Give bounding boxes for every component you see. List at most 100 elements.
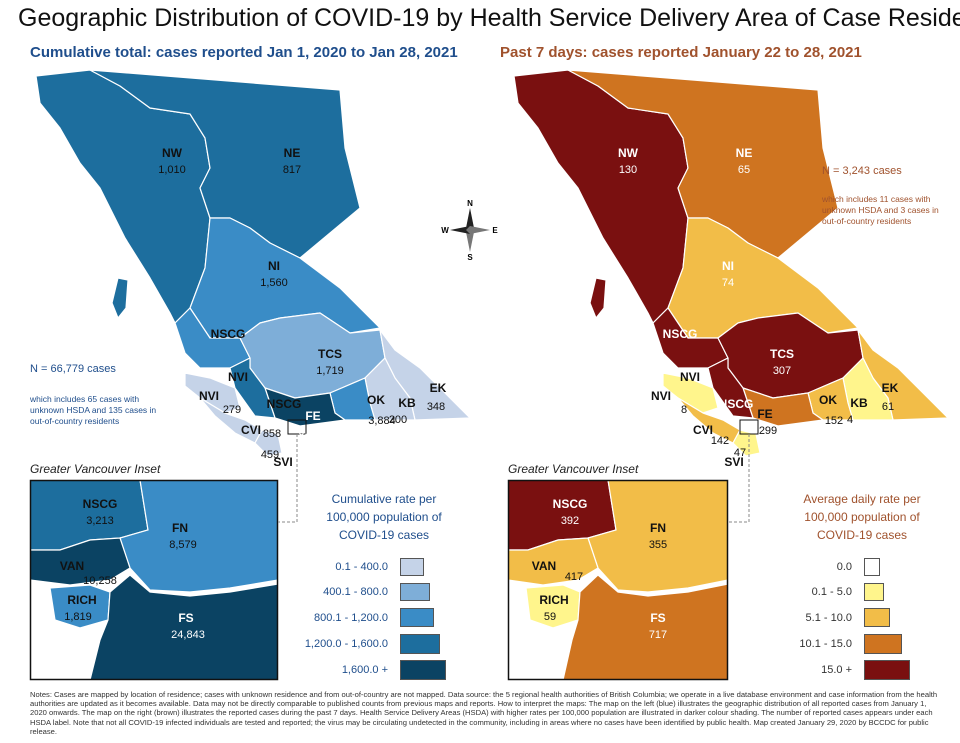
region-label: FS — [178, 611, 193, 625]
legend-swatch — [864, 608, 890, 627]
legend-label: 0.0 — [836, 561, 852, 573]
region-count: 4 — [847, 414, 853, 426]
region-count: 1,719 — [316, 365, 344, 377]
region-count: 717 — [649, 629, 667, 641]
compass-e: E — [492, 226, 498, 235]
island-haida-gwaii — [589, 277, 607, 319]
region-label: RICH — [67, 593, 96, 607]
legend-swatch — [864, 634, 902, 654]
right-legend-title: Average daily rate per 100,000 populatio… — [803, 492, 921, 542]
region-label: NSCG — [83, 497, 118, 511]
region-nvi — [184, 372, 241, 414]
island-haida-gwaii — [111, 277, 129, 319]
region-label: SVI — [724, 455, 743, 469]
region-count: 299 — [759, 425, 777, 437]
region-label: VAN — [532, 559, 556, 573]
compass-rose-icon: N S E W — [441, 199, 498, 262]
legend-swatch — [864, 660, 910, 680]
legend-label: 15.0 + — [821, 664, 852, 676]
region-count: 152 — [825, 415, 843, 427]
region-count: 1,560 — [260, 277, 288, 289]
region-label: FE — [757, 407, 772, 421]
left-vancouver-inset: NSCG 3,213 FN 8,579 VAN 10,258 RICH 1,81… — [29, 479, 279, 681]
legend-swatch — [400, 634, 440, 654]
region-label: NVI — [199, 389, 219, 403]
region-count: 59 — [544, 611, 556, 623]
region-count: 3,213 — [86, 515, 114, 527]
legend-swatch — [400, 583, 430, 601]
right-legend-item: 0.1 - 5.0 — [782, 583, 884, 601]
legend-swatch — [400, 558, 424, 576]
region-count: 459 — [261, 449, 279, 461]
region-label: CVI — [241, 423, 261, 437]
region-label: NE — [284, 146, 301, 160]
footnotes: Notes: Cases are mapped by location of r… — [30, 690, 938, 736]
left-legend-item: 1,600.0 + — [300, 660, 446, 680]
legend-label: 0.1 - 5.0 — [811, 586, 852, 598]
region-label: NVI — [680, 370, 700, 384]
region-label: KB — [850, 396, 868, 410]
right-n-total: N = 3,243 cases — [822, 165, 902, 177]
right-vancouver-inset: NSCG 392 FN 355 VAN 417 RICH 59 FS 717 — [507, 479, 729, 681]
region-label: OK — [819, 393, 837, 407]
region-label: NW — [162, 146, 183, 160]
left-legend-item: 0.1 - 400.0 — [300, 558, 424, 576]
region-count: 1,010 — [158, 164, 186, 176]
region-label: NSCG — [663, 327, 698, 341]
region-label: NVI — [651, 389, 671, 403]
region-count: 130 — [619, 164, 637, 176]
region-label: NI — [268, 259, 280, 273]
region-label: VAN — [60, 559, 84, 573]
region-count: 74 — [722, 277, 734, 289]
legend-label: 10.1 - 15.0 — [799, 638, 852, 650]
right-legend-item: 0.0 — [782, 558, 880, 576]
region-label: CVI — [693, 423, 713, 437]
inset-region-van — [29, 537, 131, 586]
inset-region-fn — [119, 479, 279, 593]
region-count: 307 — [773, 365, 791, 377]
region-count: 355 — [649, 539, 667, 551]
page-title: Geographic Distribution of COVID-19 by H… — [18, 4, 960, 32]
region-count: 24,843 — [171, 629, 205, 641]
compass-n: N — [467, 199, 473, 208]
region-svi — [254, 429, 283, 457]
region-label: KB — [398, 396, 416, 410]
region-label: NI — [722, 259, 734, 273]
legend-label: 400.1 - 800.0 — [323, 586, 388, 598]
left-legend-title: Cumulative rate per 100,000 population o… — [326, 492, 442, 542]
region-label: NSCG — [719, 397, 754, 411]
region-label: NSCG — [211, 327, 246, 341]
region-count: 200 — [389, 414, 407, 426]
region-label: OK — [367, 393, 385, 407]
region-label: RICH — [539, 593, 568, 607]
left-subtitle: Cumulative total: cases reported Jan 1, … — [30, 44, 458, 61]
region-count: 8,579 — [169, 539, 197, 551]
right-subtitle: Past 7 days: cases reported January 22 t… — [500, 44, 862, 61]
legend-swatch — [864, 558, 880, 576]
region-label: NSCG — [267, 397, 302, 411]
region-label: FN — [650, 521, 666, 535]
region-count: 61 — [882, 401, 894, 413]
left-legend-item: 400.1 - 800.0 — [300, 583, 430, 601]
region-nscg-south — [229, 357, 276, 419]
region-count: 142 — [711, 435, 729, 447]
inset-region-van — [507, 537, 599, 586]
legend-label: 5.1 - 10.0 — [805, 611, 852, 624]
region-label: FE — [305, 409, 320, 423]
left-legend-item: 800.1 - 1,200.0 — [300, 608, 434, 627]
region-label: NVI — [228, 370, 248, 384]
left-inset-title: Greater Vancouver Inset — [30, 462, 161, 476]
region-fe — [264, 387, 346, 427]
region-nvi — [662, 372, 719, 414]
compass-w: W — [441, 226, 449, 235]
region-count: 65 — [738, 164, 750, 176]
region-count: 10,258 — [83, 575, 117, 587]
region-label: NSCG — [553, 497, 588, 511]
region-count: 1,819 — [64, 611, 92, 623]
region-label: NW — [618, 146, 639, 160]
legend-swatch — [400, 608, 434, 627]
region-count: 417 — [565, 571, 583, 583]
left-n-note: which includes 65 cases with unknown HSD… — [30, 394, 157, 426]
region-label: SVI — [273, 455, 292, 469]
